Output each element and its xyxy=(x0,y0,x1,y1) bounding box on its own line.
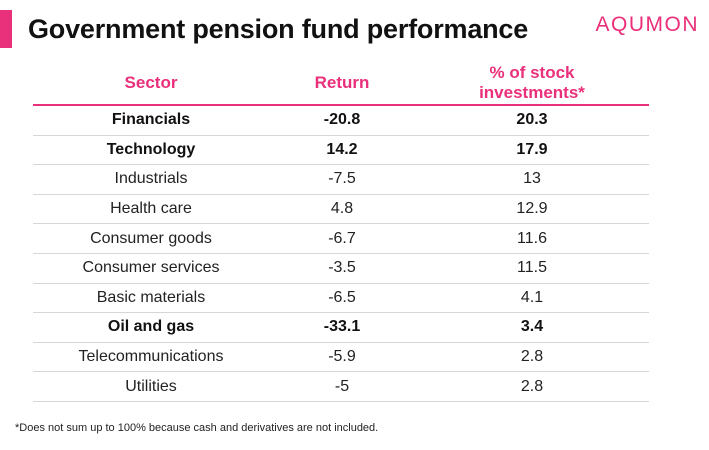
cell-sector: Utilities xyxy=(33,371,269,402)
column-header-return: Return xyxy=(269,62,415,106)
table-row: Utilities -5 2.8 xyxy=(33,371,649,402)
table-row: Industrials -7.5 13 xyxy=(33,164,649,195)
cell-return: -5.9 xyxy=(269,342,415,373)
cell-return: -6.7 xyxy=(269,223,415,254)
cell-sector: Telecommunications xyxy=(33,342,269,373)
table-row: Telecommunications -5.9 2.8 xyxy=(33,342,649,373)
table-row: Health care 4.8 12.9 xyxy=(33,194,649,225)
cell-stock-share: 4.1 xyxy=(415,283,649,314)
cell-sector: Consumer goods xyxy=(33,223,269,254)
brand-logo: AQUMON xyxy=(595,13,699,36)
cell-return: -3.5 xyxy=(269,253,415,284)
performance-table: Sector Return % of stock investments* Fi… xyxy=(33,62,649,402)
cell-stock-share: 2.8 xyxy=(415,342,649,373)
table-row: Oil and gas -33.1 3.4 xyxy=(33,312,649,343)
table-row: Basic materials -6.5 4.1 xyxy=(33,283,649,314)
cell-sector: Financials xyxy=(33,105,269,136)
page-title: Government pension fund performance xyxy=(28,14,529,44)
cell-return: -6.5 xyxy=(269,283,415,314)
cell-return: -5 xyxy=(269,371,415,402)
cell-sector: Basic materials xyxy=(33,283,269,314)
cell-stock-share: 3.4 xyxy=(415,312,649,343)
table-row: Consumer services -3.5 11.5 xyxy=(33,253,649,284)
cell-stock-share: 20.3 xyxy=(415,105,649,136)
cell-return: 14.2 xyxy=(269,135,415,166)
cell-stock-share: 17.9 xyxy=(415,135,649,166)
table-header-row: Sector Return % of stock investments* xyxy=(33,62,649,106)
column-header-sector: Sector xyxy=(33,62,269,106)
column-header-stock-share: % of stock investments* xyxy=(415,62,649,106)
table-row: Financials -20.8 20.3 xyxy=(33,105,649,136)
cell-sector: Health care xyxy=(33,194,269,225)
cell-return: -33.1 xyxy=(269,312,415,343)
cell-return: -7.5 xyxy=(269,164,415,195)
cell-stock-share: 11.5 xyxy=(415,253,649,284)
cell-sector: Industrials xyxy=(33,164,269,195)
cell-stock-share: 13 xyxy=(415,164,649,195)
cell-stock-share: 12.9 xyxy=(415,194,649,225)
cell-stock-share: 2.8 xyxy=(415,371,649,402)
title-accent-bar xyxy=(0,10,12,48)
table-row: Consumer goods -6.7 11.6 xyxy=(33,223,649,254)
table-row: Technology 14.2 17.9 xyxy=(33,135,649,166)
cell-return: -20.8 xyxy=(269,105,415,136)
cell-sector: Oil and gas xyxy=(33,312,269,343)
footnote: *Does not sum up to 100% because cash an… xyxy=(15,422,379,434)
cell-sector: Technology xyxy=(33,135,269,166)
cell-stock-share: 11.6 xyxy=(415,223,649,254)
cell-return: 4.8 xyxy=(269,194,415,225)
cell-sector: Consumer services xyxy=(33,253,269,284)
